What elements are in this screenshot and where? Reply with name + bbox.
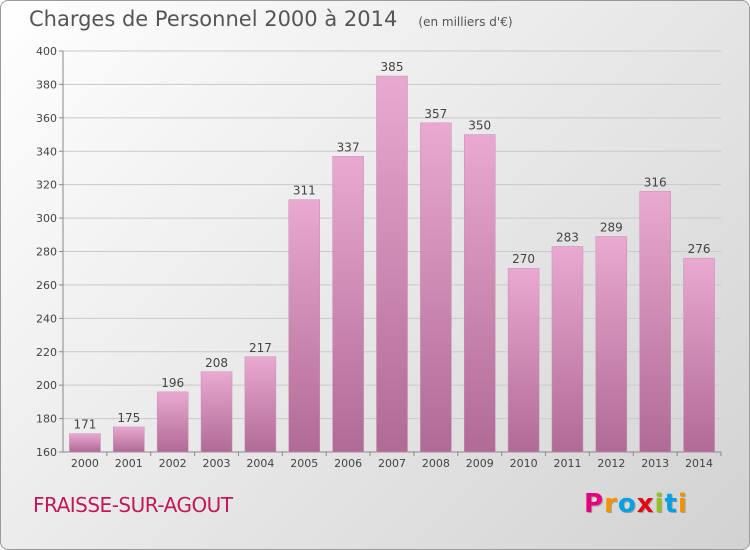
x-tick-label: 2007 — [378, 457, 406, 470]
bar — [639, 191, 671, 453]
data-label: 385 — [381, 60, 404, 74]
y-tick-label: 340 — [36, 145, 57, 158]
bar — [551, 246, 584, 453]
data-label: 283 — [556, 230, 579, 244]
brand-logo-letter: x — [636, 489, 655, 519]
bar — [595, 236, 628, 453]
bar — [288, 199, 321, 453]
data-label: 357 — [424, 107, 447, 121]
bar — [376, 75, 408, 453]
y-tick-label: 220 — [36, 346, 57, 359]
x-tick-label: 2001 — [115, 457, 143, 470]
y-tick-label: 380 — [36, 78, 57, 91]
x-tick-label: 2006 — [334, 457, 362, 470]
data-label: 276 — [688, 242, 711, 256]
bar — [420, 122, 452, 453]
bar — [156, 391, 189, 453]
x-tick-label: 2002 — [159, 457, 187, 470]
y-tick-label: 300 — [36, 212, 57, 225]
data-label: 217 — [249, 341, 272, 355]
chart-title: Charges de Personnel 2000 à 2014 — [29, 7, 398, 31]
y-tick-label: 400 — [36, 45, 57, 58]
x-tick-label: 2011 — [553, 457, 581, 470]
x-tick-label: 2014 — [685, 457, 713, 470]
y-tick-label: 260 — [36, 279, 57, 292]
commune-name: FRAISSE-SUR-AGOUT — [33, 493, 233, 517]
data-label: 311 — [293, 184, 316, 198]
x-tick-label: 2004 — [246, 457, 274, 470]
bar — [332, 156, 364, 453]
y-tick-label: 200 — [36, 379, 57, 392]
brand-logo-letter: i — [654, 489, 665, 519]
data-label: 270 — [512, 252, 535, 266]
y-tick-label: 320 — [36, 179, 57, 192]
data-label: 196 — [161, 376, 184, 390]
brand-logo-letter: t — [664, 489, 678, 519]
y-tick-label: 240 — [36, 312, 57, 325]
bar — [463, 134, 496, 453]
data-label: 350 — [468, 119, 491, 133]
x-tick-label: 2008 — [422, 457, 450, 470]
x-tick-label: 2005 — [290, 457, 318, 470]
x-tick-label: 2010 — [510, 457, 538, 470]
brand-logo-letter: r — [604, 489, 618, 519]
y-tick-label: 180 — [36, 413, 57, 426]
y-tick-label: 160 — [36, 446, 57, 459]
data-label: 289 — [600, 220, 623, 234]
x-tick-label: 2013 — [641, 457, 669, 470]
bar — [113, 426, 145, 453]
brand-logo-letter: i — [677, 489, 688, 519]
x-tick-label: 2000 — [71, 457, 99, 470]
title-line: Charges de Personnel 2000 à 2014 (en mil… — [29, 7, 513, 31]
chart-subtitle: (en milliers d'€) — [418, 15, 513, 29]
bar — [69, 433, 101, 453]
x-tick-label: 2003 — [203, 457, 231, 470]
brand-logo-letter: o — [617, 489, 637, 519]
y-tick-label: 360 — [36, 112, 57, 125]
bar — [200, 371, 233, 453]
bar — [507, 267, 540, 453]
bar — [683, 257, 715, 453]
data-label: 316 — [644, 175, 667, 189]
data-label: 171 — [73, 418, 96, 432]
data-label: 175 — [117, 411, 140, 425]
brand-logo-letter: P — [584, 489, 605, 519]
x-tick-label: 2009 — [466, 457, 494, 470]
brand-logo[interactable]: Proxiti — [584, 489, 688, 519]
x-tick-label: 2012 — [597, 457, 625, 470]
data-label: 208 — [205, 356, 228, 370]
bar — [244, 356, 277, 453]
y-tick-label: 280 — [36, 246, 57, 259]
data-label: 337 — [337, 140, 360, 154]
